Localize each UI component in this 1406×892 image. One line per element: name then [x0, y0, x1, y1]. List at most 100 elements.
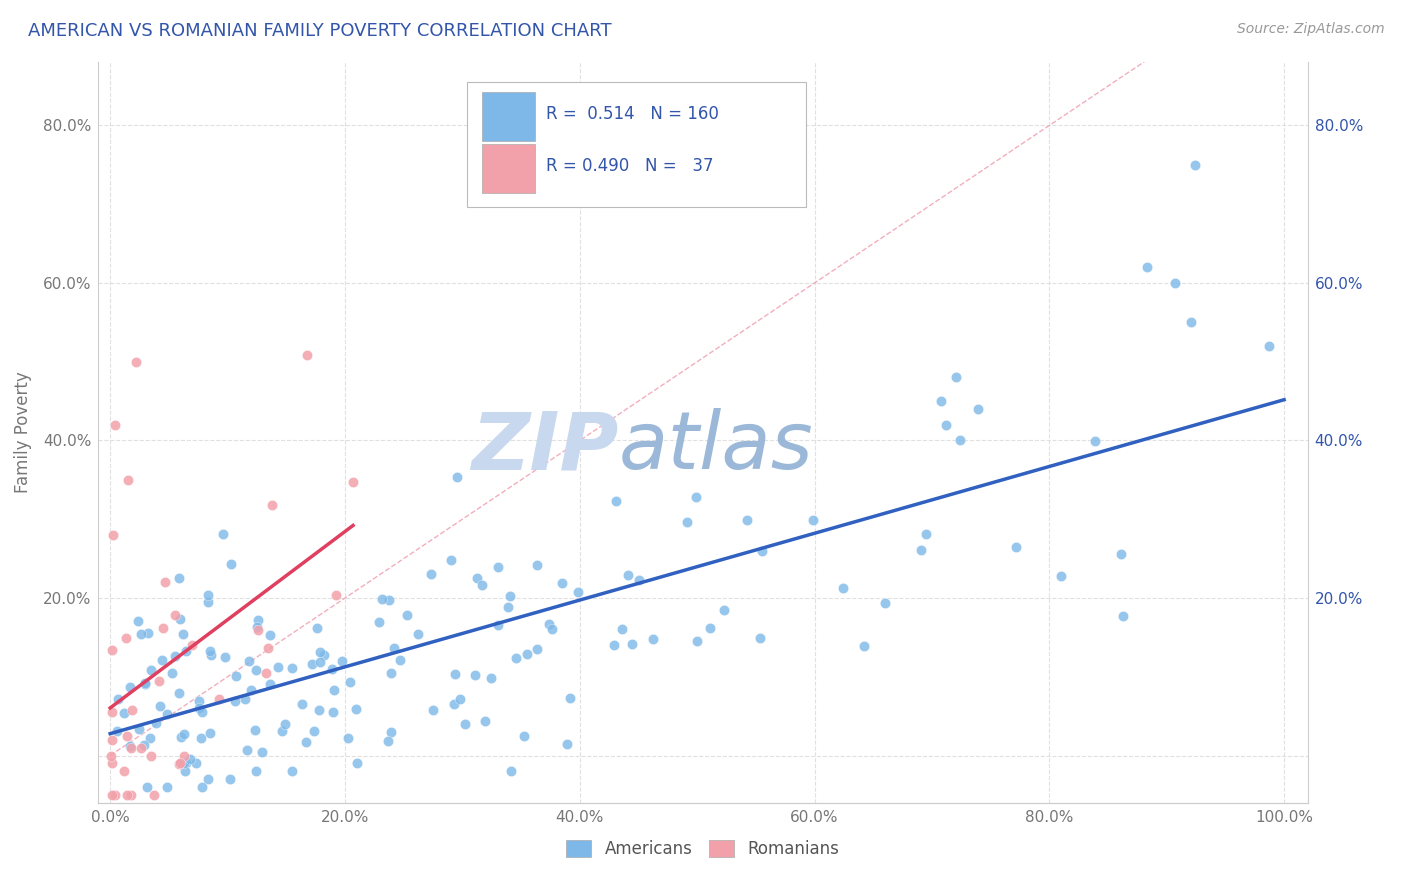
Point — [751, 544, 773, 558]
Point — [443, 666, 465, 681]
Point — [245, 764, 267, 779]
Point — [112, 764, 135, 779]
Text: AMERICAN VS ROMANIAN FAMILY POVERTY CORRELATION CHART: AMERICAN VS ROMANIAN FAMILY POVERTY CORR… — [28, 22, 612, 40]
Point — [486, 618, 509, 632]
Point — [167, 756, 190, 771]
Text: ZIP: ZIP — [471, 409, 619, 486]
Point — [225, 669, 247, 683]
Point — [148, 673, 170, 688]
Text: Source: ZipAtlas.com: Source: ZipAtlas.com — [1237, 22, 1385, 37]
Point — [197, 588, 219, 602]
Point — [332, 654, 354, 668]
Point — [180, 638, 202, 652]
Point — [852, 640, 875, 654]
Point — [302, 723, 325, 738]
Point — [337, 731, 360, 746]
Point — [267, 660, 290, 674]
Point — [377, 734, 399, 748]
Point — [567, 585, 589, 599]
Point — [212, 526, 235, 541]
Point — [169, 612, 191, 626]
Point — [526, 642, 548, 657]
Point — [167, 686, 190, 700]
Point — [214, 650, 236, 665]
Point — [309, 655, 332, 669]
Point — [471, 578, 494, 592]
Point — [138, 731, 160, 745]
Point — [155, 780, 177, 794]
Point — [551, 576, 574, 591]
Y-axis label: Family Poverty: Family Poverty — [14, 372, 32, 493]
Point — [603, 638, 626, 652]
Point — [101, 732, 124, 747]
Point — [117, 729, 139, 743]
Point — [605, 493, 627, 508]
Point — [149, 699, 172, 714]
Point — [499, 589, 522, 603]
Point — [103, 528, 125, 542]
Point — [464, 668, 486, 682]
Point — [443, 698, 465, 712]
Point — [141, 748, 163, 763]
Point — [173, 756, 195, 771]
Point — [910, 542, 932, 557]
Point — [384, 640, 406, 655]
Point — [129, 626, 152, 640]
Point — [170, 731, 193, 745]
Point — [558, 691, 581, 706]
Text: R = 0.490   N =   37: R = 0.490 N = 37 — [546, 157, 713, 175]
Point — [121, 702, 143, 716]
Point — [295, 348, 318, 362]
Point — [685, 490, 707, 504]
Point — [281, 764, 304, 779]
Point — [176, 756, 198, 771]
Point — [174, 644, 197, 658]
Point — [198, 644, 221, 658]
Point — [103, 788, 125, 802]
Point — [967, 402, 990, 417]
Point — [259, 628, 281, 642]
Point — [749, 631, 772, 645]
FancyBboxPatch shape — [467, 82, 806, 207]
Point — [172, 627, 194, 641]
Point — [120, 680, 142, 694]
Point — [153, 575, 176, 590]
Point — [118, 739, 141, 753]
Point — [496, 599, 519, 614]
Point — [101, 643, 124, 657]
Point — [371, 592, 394, 607]
Point — [120, 740, 142, 755]
Point — [246, 620, 269, 634]
Point — [1180, 315, 1202, 329]
Point — [1084, 434, 1107, 448]
FancyBboxPatch shape — [482, 144, 534, 193]
Point — [239, 682, 262, 697]
Point — [344, 702, 367, 716]
Point — [713, 603, 735, 617]
Point — [308, 703, 330, 717]
Point — [271, 724, 294, 739]
Point — [145, 715, 167, 730]
Point — [516, 648, 538, 662]
Point — [191, 706, 214, 720]
Point — [200, 648, 222, 662]
Point — [165, 607, 187, 622]
Point — [873, 596, 896, 610]
Point — [380, 666, 402, 681]
Point — [129, 740, 152, 755]
Point — [134, 676, 156, 690]
Point — [125, 355, 148, 369]
Point — [291, 698, 314, 712]
Point — [260, 498, 283, 512]
Point — [136, 780, 159, 794]
Point — [540, 622, 562, 636]
Point — [259, 677, 281, 691]
Point — [420, 567, 443, 582]
Point — [100, 705, 122, 719]
Point — [465, 571, 488, 585]
Point — [246, 623, 269, 637]
Point — [486, 559, 509, 574]
Point — [281, 660, 304, 674]
Point — [555, 737, 578, 751]
Point — [481, 671, 503, 685]
